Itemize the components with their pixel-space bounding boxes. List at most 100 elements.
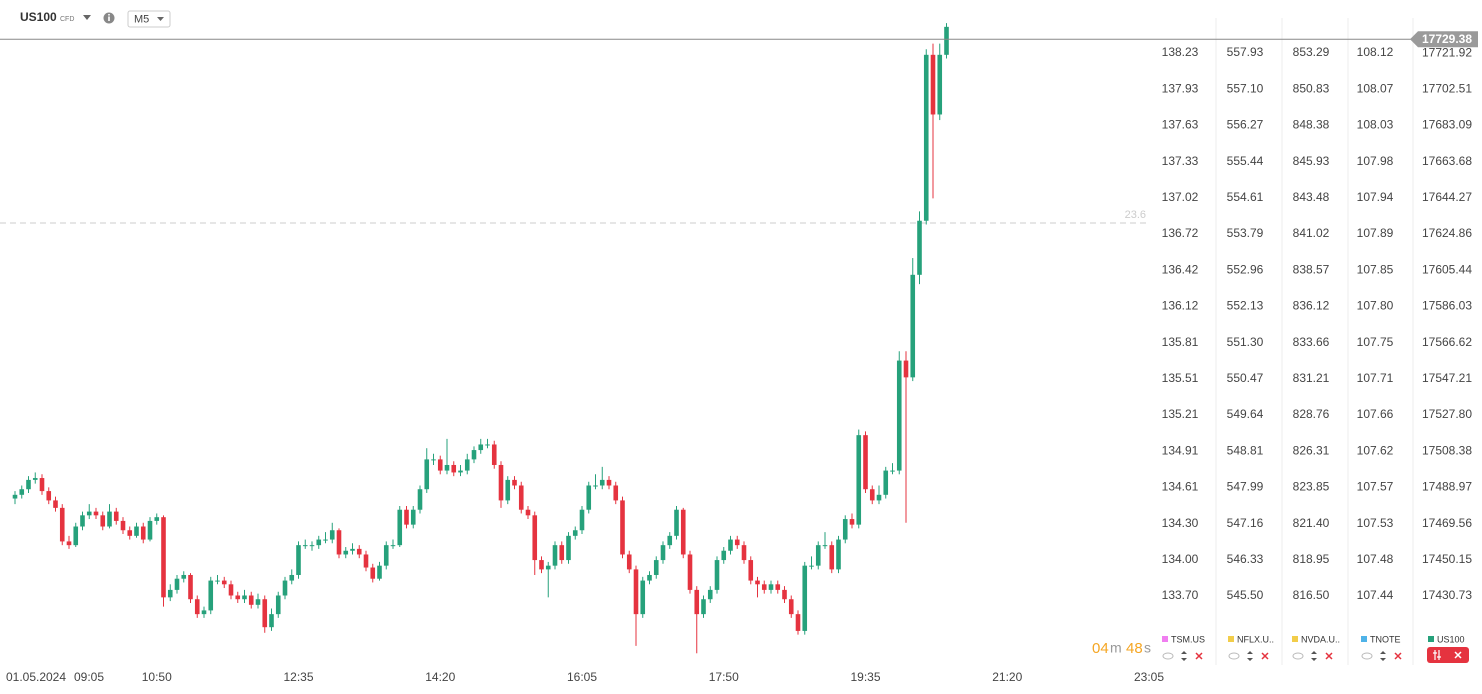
timeframe-select[interactable]	[127, 10, 171, 28]
legend-label[interactable]: NVDA.U..	[1301, 634, 1340, 644]
info-glyph	[108, 16, 110, 21]
candle-body	[140, 526, 146, 540]
legend-label[interactable]: TNOTE	[1370, 634, 1401, 644]
legend-label[interactable]: TSM.US	[1171, 634, 1205, 644]
candle-body	[12, 494, 18, 499]
candle-body	[809, 565, 814, 567]
info-glyph	[108, 14, 110, 16]
countdown-seconds: 48	[1126, 640, 1143, 657]
candle-body	[194, 599, 200, 615]
compare-tick-label: 831.21	[1293, 371, 1330, 385]
remove-icon[interactable]	[1454, 651, 1462, 659]
candle-body	[336, 530, 342, 555]
candle-body	[917, 220, 922, 275]
compare-tick-label: 557.93	[1227, 45, 1264, 59]
compare-tick-label: 108.03	[1357, 118, 1394, 132]
candle-body	[923, 54, 929, 221]
symbol-dropdown[interactable]	[83, 15, 91, 20]
candle-body	[377, 565, 382, 579]
candle-body	[127, 530, 133, 536]
compare-tick-label: 108.12	[1357, 45, 1394, 59]
compare-tick-label: 107.80	[1357, 299, 1394, 313]
candle-body	[269, 614, 274, 628]
settings-icon[interactable]	[1433, 650, 1441, 660]
candle-body	[910, 274, 916, 378]
timeframe-dropdown[interactable]	[157, 17, 164, 21]
remove-icon[interactable]	[1394, 652, 1402, 660]
compare-tick-label: 134.61	[1162, 480, 1199, 494]
remove-icon[interactable]	[1195, 652, 1203, 660]
candle-body	[856, 435, 862, 525]
x-tick-label: 23:05	[1134, 670, 1164, 684]
candle-body	[836, 539, 841, 570]
visibility-icon[interactable]	[1361, 652, 1373, 660]
candle-body	[134, 526, 139, 536]
reorder-icon[interactable]	[1380, 651, 1386, 661]
candle-body	[518, 485, 524, 510]
x-tick-label: 09:05	[74, 670, 104, 684]
compare-tick-label: 850.83	[1293, 81, 1330, 95]
candle-body	[390, 545, 396, 547]
candle-body	[539, 560, 544, 570]
candle-body	[937, 54, 943, 115]
legend-actions[interactable]	[1427, 647, 1469, 663]
legend-label[interactable]: NFLX.U..	[1237, 634, 1274, 644]
compare-tick-label: 107.62	[1357, 443, 1394, 457]
compare-tick-label: 135.81	[1162, 335, 1199, 349]
remove-icon[interactable]	[1261, 652, 1269, 660]
candle-body	[161, 517, 166, 598]
compare-tick-label: 557.10	[1227, 81, 1264, 95]
reorder-icon[interactable]	[1311, 651, 1317, 661]
candle-body	[599, 479, 605, 486]
visibility-icon[interactable]	[1228, 652, 1240, 660]
candle-body	[343, 550, 349, 555]
candle-body	[714, 560, 720, 590]
candle-body	[721, 550, 727, 561]
candle-body	[437, 459, 443, 471]
remove-icon[interactable]	[1325, 652, 1333, 660]
legend-swatch	[1428, 636, 1434, 642]
candle-body	[262, 599, 268, 628]
candle-body	[680, 509, 686, 555]
countdown-unit: m	[1110, 640, 1122, 656]
candle-body	[701, 599, 706, 615]
candle-body	[491, 444, 497, 465]
x-tick-label: 14:20	[425, 670, 455, 684]
candle-body	[80, 515, 85, 527]
visibility-icon[interactable]	[1162, 652, 1174, 660]
legend-swatch	[1361, 636, 1367, 642]
candle-body	[593, 485, 598, 487]
compare-tick-label: 833.66	[1293, 335, 1330, 349]
visibility-icon[interactable]	[1292, 652, 1304, 660]
compare-tick-label: 137.63	[1162, 118, 1199, 132]
legend-swatch	[1228, 636, 1234, 642]
candle-body	[471, 450, 477, 460]
y-tick-label: 17663.68	[1422, 154, 1472, 168]
compare-tick-label: 554.61	[1227, 190, 1264, 204]
candle-body	[431, 459, 436, 461]
compare-tick-label: 546.33	[1227, 552, 1264, 566]
candle-body	[815, 545, 821, 566]
compare-tick-label: 548.81	[1227, 443, 1264, 457]
candle-body	[863, 435, 868, 490]
y-tick-label: 17683.09	[1422, 118, 1472, 132]
symbol[interactable]: US100	[20, 10, 57, 24]
reorder-icon[interactable]	[1247, 651, 1253, 661]
compare-tick-label: 107.53	[1357, 516, 1394, 530]
candle-body	[545, 565, 551, 570]
y-tick-label: 17721.92	[1422, 45, 1472, 59]
compare-tick-label: 107.71	[1357, 371, 1394, 385]
candle-body	[498, 464, 504, 501]
compare-tick-label: 545.50	[1227, 588, 1264, 602]
reorder-icon[interactable]	[1181, 651, 1187, 661]
legend-label[interactable]: US100	[1437, 634, 1465, 644]
y-tick-label: 17527.80	[1422, 407, 1472, 421]
candle-body	[782, 589, 787, 600]
candle-body	[653, 560, 659, 575]
legend-swatch	[1162, 636, 1168, 642]
countdown-unit: s	[1144, 640, 1151, 656]
candle-body	[606, 479, 612, 486]
candle-body	[822, 545, 828, 547]
candle-body	[451, 464, 457, 473]
candle-body	[579, 509, 585, 531]
